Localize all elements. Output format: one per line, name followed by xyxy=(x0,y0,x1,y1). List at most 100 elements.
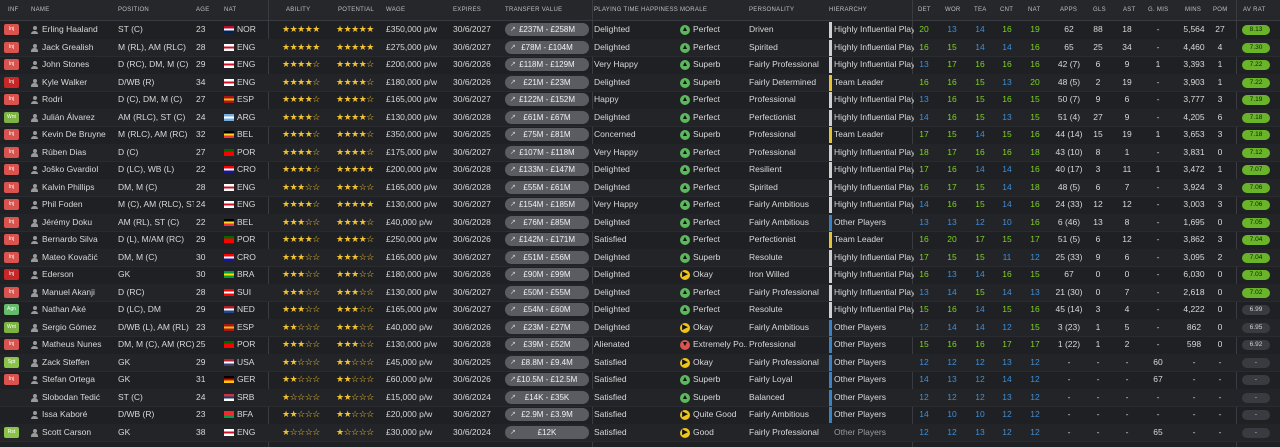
table-row[interactable]: Inj Kalvin Phillips DM, M (C) 28 ENG £165,000… xyxy=(0,178,1280,197)
transfer-value-pill[interactable]: £23M - £27M xyxy=(505,320,589,334)
player-name-link[interactable]: Kevin De Bruyne xyxy=(42,129,106,139)
header-apps[interactable]: APPS xyxy=(1060,7,1078,13)
transfer-value-pill[interactable]: £21M - £23M xyxy=(505,75,589,89)
status-badge[interactable]: Inj xyxy=(4,269,19,280)
transfer-value-pill[interactable]: £55M - £61M xyxy=(505,180,589,194)
player-name-link[interactable]: Rodri xyxy=(42,94,63,104)
table-row[interactable]: Inj Phil Foden M (C), AM (RLC), ST (C)24 EN… xyxy=(0,196,1280,215)
table-row[interactable]: Agn Nathan Aké D (LC), DM 29 NED £165,000 p/w… xyxy=(0,301,1280,320)
header-name[interactable]: NAME xyxy=(31,7,50,13)
transfer-value-pill[interactable]: £90M - £99M xyxy=(505,268,589,281)
status-badge[interactable]: Inj xyxy=(4,374,19,385)
table-row[interactable]: Inj Kevin De Bruyne M (RLC), AM (RC) 32 BEL £… xyxy=(0,126,1280,145)
status-badge[interactable]: Wnt xyxy=(4,321,19,333)
status-badge[interactable]: Inj xyxy=(4,59,19,70)
transfer-value-pill[interactable]: £51M - £56M xyxy=(505,250,589,264)
header-position[interactable]: POSITION xyxy=(118,7,150,13)
player-name-link[interactable]: Matheus Nunes xyxy=(42,339,102,349)
transfer-value-pill[interactable]: £50M - £55M xyxy=(505,285,589,299)
header-wage[interactable]: WAGE xyxy=(386,7,406,13)
header-wor[interactable]: WOR xyxy=(945,7,961,13)
transfer-value-pill[interactable]: £107M - £118M xyxy=(505,145,589,159)
table-row[interactable]: Inj Rodri D (C), DM, M (C) 27 ESP £165,000 p/… xyxy=(0,91,1280,110)
header-potential[interactable]: POTENTIAL xyxy=(338,7,375,13)
player-name-link[interactable]: Jérémy Doku xyxy=(42,216,93,227)
player-name-link[interactable]: Jack Grealish xyxy=(42,41,94,52)
player-name-link[interactable]: Kyle Walker xyxy=(42,76,88,87)
player-name-link[interactable]: Joško Gvardiol xyxy=(42,164,99,174)
player-name-link[interactable]: Erling Haaland xyxy=(42,24,98,34)
header-tea[interactable]: TEA xyxy=(974,7,987,13)
transfer-value-pill[interactable]: £118M - £129M xyxy=(505,58,589,71)
status-badge[interactable]: Inj xyxy=(4,234,19,245)
table-row[interactable]: Inj Mateo Kovačić DM, M (C) 30 CRO £165,000 p… xyxy=(0,248,1280,267)
transfer-value-pill[interactable]: £14K - £35K xyxy=(505,390,589,404)
header-morale[interactable]: MORALE xyxy=(680,7,708,13)
transfer-value-pill[interactable]: £61M - £67M xyxy=(505,110,589,124)
header-personality[interactable]: PERSONALITY xyxy=(749,7,795,13)
table-row[interactable]: Inj Matheus Nunes DM, M (C), AM (RC) 25 POR £… xyxy=(0,336,1280,355)
status-badge[interactable]: Inj xyxy=(4,76,19,88)
status-badge[interactable]: Spt xyxy=(4,356,19,368)
status-badge[interactable]: Inj xyxy=(4,41,19,53)
table-row[interactable]: Inj John Stones D (RC), DM, M (C) 29 ENG £200… xyxy=(0,56,1280,75)
header-nat[interactable]: NAT xyxy=(224,7,237,13)
player-name-link[interactable]: Stefan Ortega xyxy=(42,374,95,384)
player-name-link[interactable]: Ederson xyxy=(42,269,74,279)
transfer-value-pill[interactable]: £154M - £185M xyxy=(505,198,589,211)
table-row[interactable]: Inj Jack Grealish M (RL), AM (RLC) 28 ENG £27… xyxy=(0,38,1280,57)
player-name-link[interactable]: Issa Kaboré xyxy=(42,409,88,419)
player-name-link[interactable]: Phil Foden xyxy=(42,199,83,209)
header-ability[interactable]: ABILITY xyxy=(286,7,311,13)
transfer-value-pill[interactable]: £133M - £147M xyxy=(505,163,589,176)
player-name-link[interactable]: Julián Álvarez xyxy=(42,111,95,122)
transfer-value-pill[interactable]: £237M - £258M xyxy=(505,23,589,36)
status-badge[interactable]: Wnt xyxy=(4,111,19,123)
header-inf[interactable]: INF xyxy=(8,7,19,13)
status-badge[interactable]: Inj xyxy=(4,24,19,35)
player-name-link[interactable]: Zack Steffen xyxy=(42,356,90,367)
table-row[interactable]: Inj Bernardo Silva D (L), M/AM (RC) 29 POR £2… xyxy=(0,231,1280,250)
player-name-link[interactable]: Nathan Aké xyxy=(42,304,86,314)
status-badge[interactable]: Inj xyxy=(4,199,19,210)
player-name-link[interactable]: Slobodan Tedić xyxy=(42,391,100,402)
status-badge[interactable]: Inj xyxy=(4,251,19,263)
table-row[interactable]: Wnt Sergio Gómez D/WB (L), AM (RL) 23 ESP £40… xyxy=(0,318,1280,337)
table-row[interactable]: Spt Zack Steffen GK 29 USA £45,000 p/w 30/6/20… xyxy=(0,353,1280,372)
player-name-link[interactable]: Sergio Gómez xyxy=(42,321,97,332)
status-badge[interactable]: Inj xyxy=(4,339,19,350)
transfer-value-pill[interactable]: £142M - £171M xyxy=(505,233,589,246)
table-row[interactable]: Wnt Julián Álvarez AM (RLC), ST (C) 24 ARG £1… xyxy=(0,108,1280,127)
header-mins[interactable]: MINS xyxy=(1185,7,1202,13)
header-ast[interactable]: AST xyxy=(1123,7,1136,13)
header-det[interactable]: DET xyxy=(918,7,931,13)
header-avrat[interactable]: AV RAT xyxy=(1243,7,1266,13)
transfer-value-pill[interactable]: £78M - £104M xyxy=(505,40,589,54)
table-row[interactable]: Rst Scott Carson GK 38 ENG £30,000 p/w 30/6/20… xyxy=(0,423,1280,442)
status-badge[interactable]: Inj xyxy=(4,129,19,140)
status-badge[interactable]: Inj xyxy=(4,286,19,298)
table-row[interactable]: Inj Kyle Walker D/WB (R) 34 ENG £180,000 p/w 3… xyxy=(0,73,1280,92)
transfer-value-pill[interactable]: £75M - £81M xyxy=(505,128,589,141)
table-row[interactable]: Inj Erling Haaland ST (C) 23 NOR £350,000 p/w… xyxy=(0,21,1280,40)
header-playing-time[interactable]: PLAYING TIME HAPPINESS xyxy=(594,7,679,13)
table-row[interactable]: Inj Stefan Ortega GK 31 GER £60,000 p/w 30/6/2… xyxy=(0,371,1280,390)
transfer-value-pill[interactable]: £2.9M - £3.9M xyxy=(505,408,589,421)
player-name-link[interactable]: Kalvin Phillips xyxy=(42,181,95,192)
status-badge[interactable]: Inj xyxy=(4,164,19,175)
table-row[interactable]: Inj Ederson GK 30 BRA £180,000 p/w 30/6/2026 De… xyxy=(0,266,1280,285)
transfer-value-pill[interactable]: £54M - £60M xyxy=(505,303,589,316)
table-row[interactable]: Inj Manuel Akanji D (RC) 28 SUI £130,000 p/w 3… xyxy=(0,283,1280,302)
header-cnt[interactable]: CNT xyxy=(1000,7,1014,13)
player-name-link[interactable]: John Stones xyxy=(42,59,90,69)
table-row[interactable]: Issa Kaboré D/WB (R) 23 BFA £20,000 p/w 30/6/… xyxy=(0,406,1280,425)
player-name-link[interactable]: Manuel Akanji xyxy=(42,286,95,297)
player-name-link[interactable]: Rúben Dias xyxy=(42,146,87,157)
status-badge[interactable]: Agn xyxy=(4,304,19,315)
table-row[interactable]: Slobodan Tedić ST (C) 24 SRB £15,000 p/w 30/6… xyxy=(0,388,1280,407)
status-badge[interactable]: Inj xyxy=(4,216,19,228)
status-badge[interactable]: Inj xyxy=(4,94,19,105)
transfer-value-pill[interactable]: £39M - £52M xyxy=(505,338,589,351)
header-age[interactable]: AGE xyxy=(196,7,210,13)
transfer-value-pill[interactable]: £12K xyxy=(505,425,589,439)
